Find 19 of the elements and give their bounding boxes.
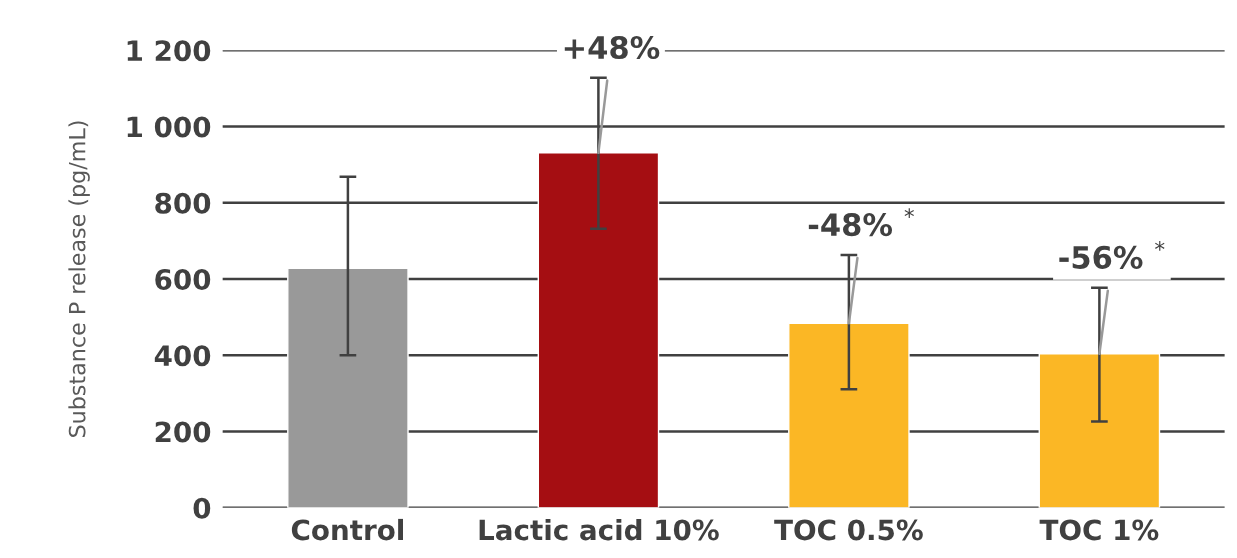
y-axis-title: Substance P release (pg/mL): [68, 121, 90, 437]
bar: [1038, 353, 1161, 508]
annotation: -56% $^{*}$: [1059, 240, 1165, 269]
bar: [788, 322, 910, 508]
x-tick-label: TOC 1%: [1039, 519, 1159, 541]
x-tick-label: Control: [291, 518, 403, 541]
y-tick-label: 1 000: [127, 116, 211, 138]
y-tick-label: 200: [155, 421, 211, 443]
bar: [537, 152, 660, 508]
y-tick-label: 600: [155, 268, 211, 290]
bar: [287, 267, 409, 508]
y-tick-label: 0: [193, 497, 211, 519]
annotation: +48%: [564, 35, 660, 60]
x-tick-label: Lactic acid 10%: [479, 518, 719, 541]
y-tick-label: 1 200: [127, 40, 211, 62]
x-tick-label: TOC 0.5%: [774, 519, 923, 541]
y-tick-label: 400: [154, 345, 211, 367]
y-tick-label: 800: [155, 192, 211, 214]
annotation: -48% $^{*}$: [808, 208, 914, 237]
